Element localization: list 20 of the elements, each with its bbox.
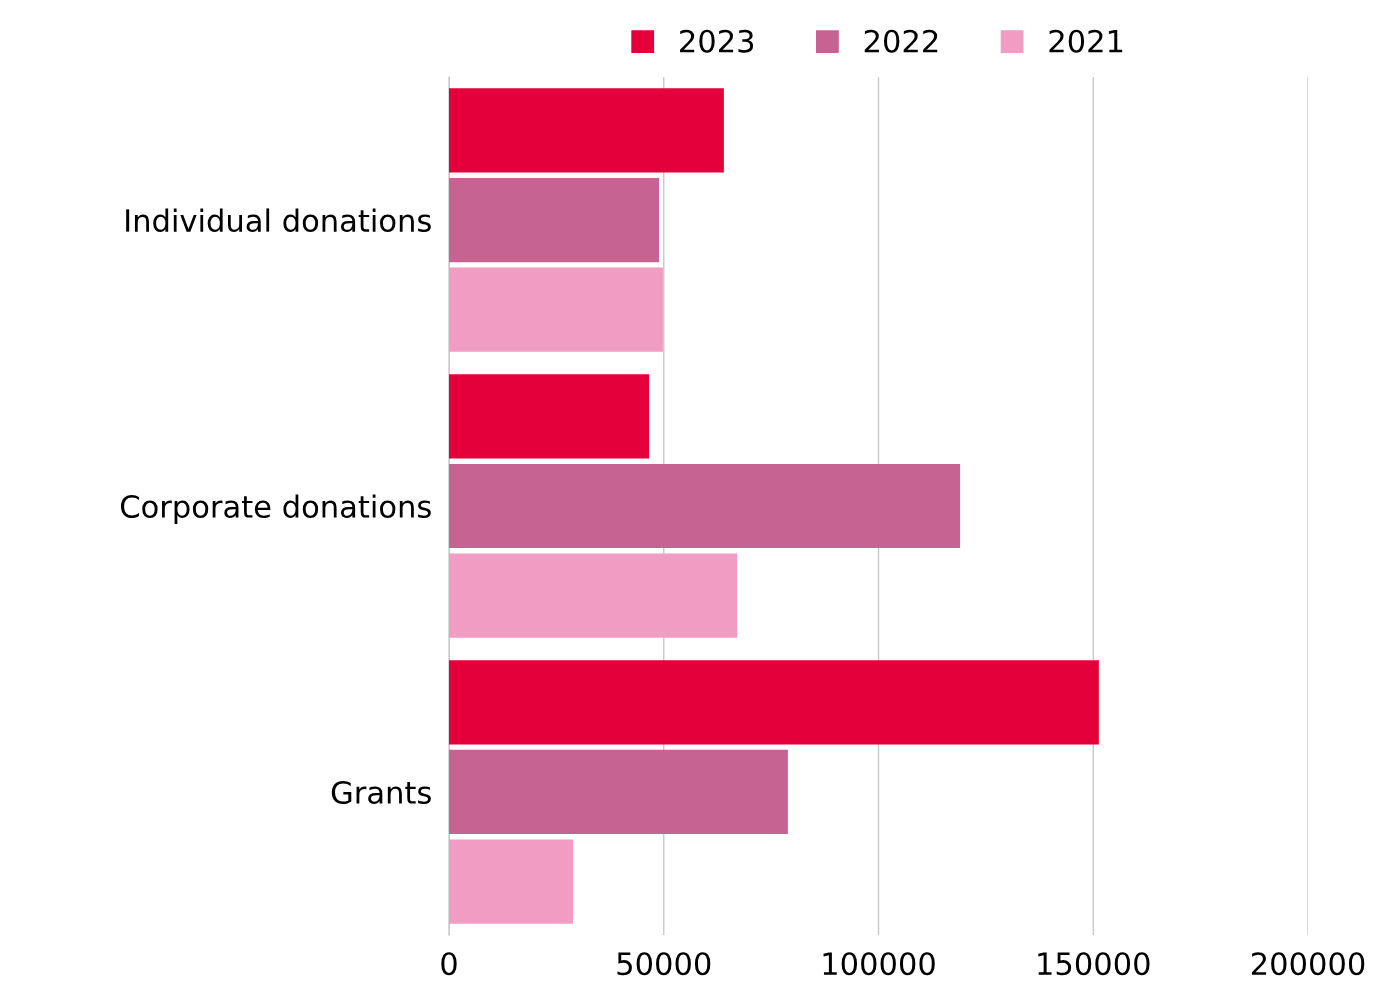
y-tick-label: Corporate donations — [120, 494, 431, 524]
bar — [449, 88, 724, 173]
bar — [449, 749, 788, 835]
legend-label: 2022 — [864, 29, 938, 53]
bar — [449, 553, 738, 638]
bar — [449, 839, 574, 924]
y-tick-label: Grants — [331, 780, 431, 805]
bar — [449, 374, 650, 459]
x-tick-label: 200000 — [1251, 952, 1365, 976]
x-tick-label: 0 — [441, 952, 457, 976]
bar — [449, 267, 663, 352]
x-tick-label: 100000 — [823, 952, 935, 976]
bar — [449, 463, 961, 549]
legend-label: 2021 — [1049, 29, 1123, 53]
legend-label: 2023 — [680, 29, 754, 53]
bar — [449, 660, 1099, 745]
bar — [449, 177, 660, 263]
x-tick-label: 150000 — [1038, 952, 1150, 976]
y-tick-label: Individual donations — [126, 208, 431, 233]
x-tick-label: 50000 — [617, 952, 711, 976]
